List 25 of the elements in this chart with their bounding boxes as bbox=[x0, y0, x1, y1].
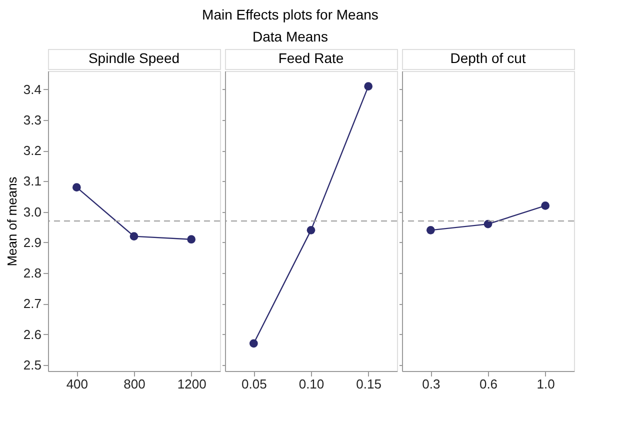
y-tick-label: 3.1 bbox=[23, 174, 42, 189]
chart-title: Spindle Speed bbox=[88, 50, 180, 66]
x-tick-label: 0.10 bbox=[298, 376, 324, 392]
y-tick-label: 2.5 bbox=[23, 357, 42, 372]
x-tick-label: 0.15 bbox=[356, 376, 382, 392]
x-tick-label: 1200 bbox=[177, 376, 206, 392]
y-tick-label: 2.6 bbox=[23, 326, 42, 342]
y-axis-title: Mean of means bbox=[4, 176, 20, 266]
x-tick-label: 0.3 bbox=[422, 376, 440, 392]
text: Main Effects plots for Means bbox=[202, 6, 378, 22]
y-tick-label: 3.0 bbox=[23, 204, 42, 220]
x-tick-label: 0.6 bbox=[479, 376, 498, 392]
y-tick-label: 3.2 bbox=[23, 143, 42, 158]
x-tick-label: 800 bbox=[124, 376, 146, 392]
x-tick-label: 1.0 bbox=[536, 376, 555, 392]
y-tick-label: 3.3 bbox=[23, 112, 42, 128]
x-tick-label: 0.05 bbox=[242, 376, 267, 392]
chart-title: Depth of cut bbox=[450, 50, 526, 66]
y-tick-label: 2.9 bbox=[23, 234, 42, 250]
x-tick-label: 400 bbox=[66, 376, 88, 392]
y-tick-label: 2.8 bbox=[23, 266, 42, 281]
chart-title: Feed Rate bbox=[278, 50, 344, 66]
text: Data Means bbox=[252, 28, 328, 44]
y-tick-label: 2.7 bbox=[23, 296, 42, 312]
y-tick-label: 3.4 bbox=[23, 82, 42, 97]
